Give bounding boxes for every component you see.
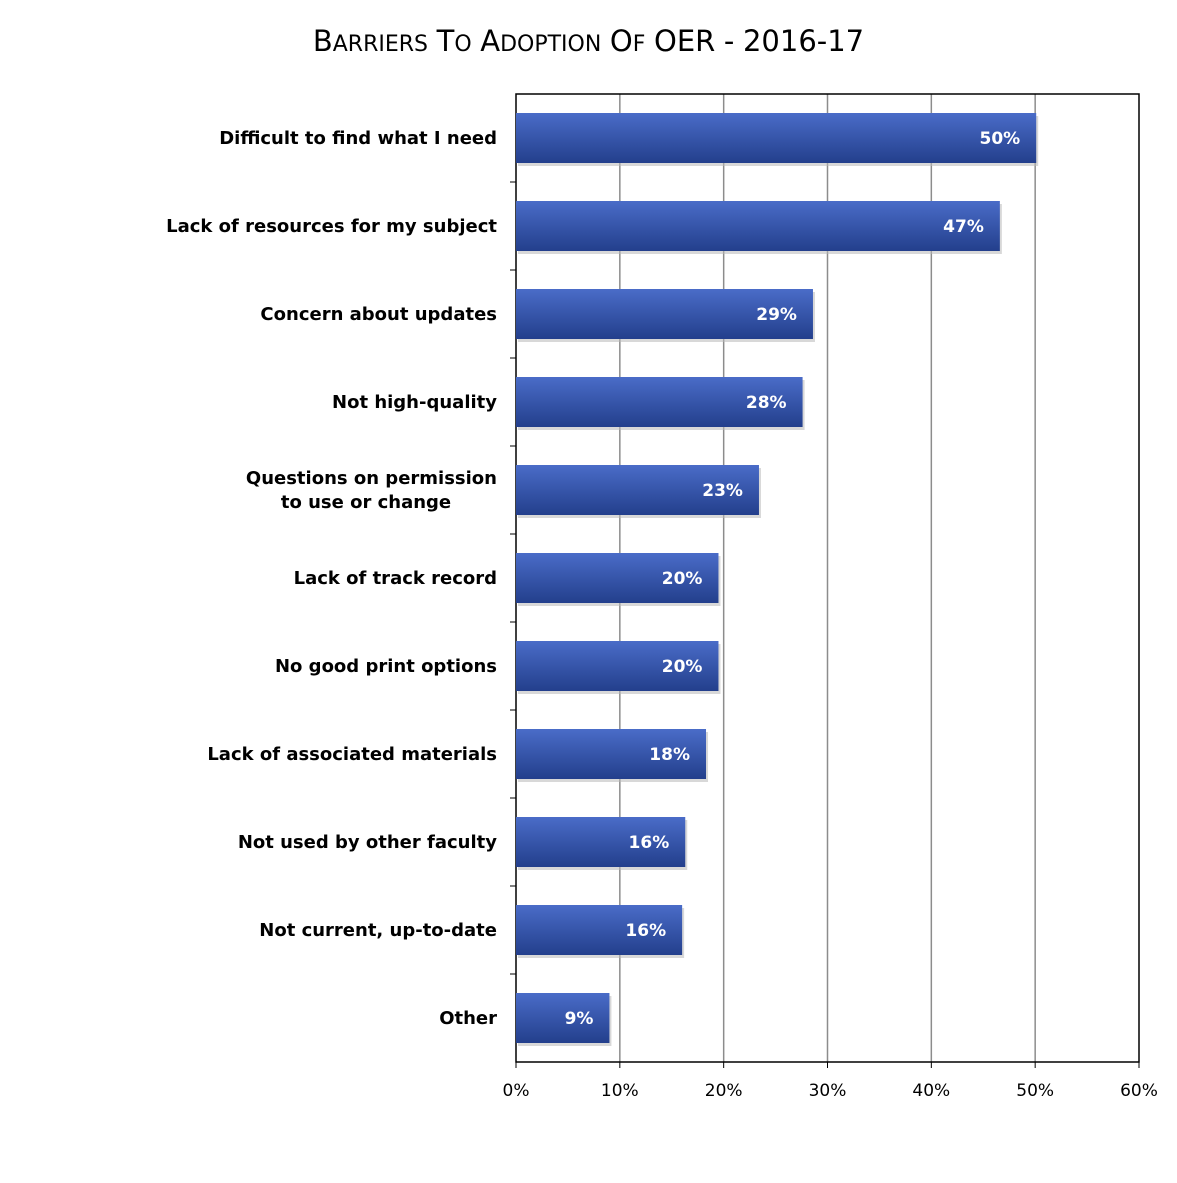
x-tick-label: 10%: [601, 1081, 639, 1101]
category-label: Difficult to find what I need: [219, 128, 497, 149]
bar: [516, 905, 683, 955]
data-label: 28%: [746, 393, 787, 413]
bar: [516, 201, 1000, 251]
data-label: 16%: [625, 921, 666, 941]
x-tick-label: 30%: [809, 1081, 847, 1101]
category-label: to use or change: [281, 492, 451, 513]
data-label: 50%: [980, 129, 1021, 149]
data-label: 29%: [756, 305, 797, 325]
category-label: Lack of associated materials: [207, 744, 497, 765]
data-label: 20%: [662, 569, 703, 589]
data-label: 23%: [702, 481, 743, 501]
category-label: Other: [439, 1008, 497, 1029]
bar: [516, 465, 759, 515]
data-label: 9%: [565, 1009, 594, 1029]
category-label: Lack of resources for my subject: [166, 216, 497, 237]
data-label: 16%: [629, 833, 670, 853]
bar: [516, 553, 719, 603]
category-label: Not high-quality: [332, 392, 497, 413]
category-label: Questions on permission: [246, 468, 497, 489]
x-tick-label: 20%: [705, 1081, 743, 1101]
chart-title: BARRIERS TO ADOPTION OF OER - 2016-17: [312, 24, 865, 58]
bar: [516, 289, 813, 339]
category-label: Concern about updates: [260, 304, 497, 325]
x-tick-label: 50%: [1016, 1081, 1054, 1101]
category-label: Not used by other faculty: [238, 832, 497, 853]
category-label: Lack of track record: [294, 568, 497, 589]
x-tick-label: 0%: [503, 1081, 530, 1101]
bar: [516, 729, 707, 779]
data-label: 20%: [662, 657, 703, 677]
x-tick-label: 60%: [1120, 1081, 1158, 1101]
bar: [516, 113, 1037, 163]
bar: [516, 641, 719, 691]
bar: [516, 817, 686, 867]
x-tick-label: 40%: [912, 1081, 950, 1101]
category-label: No good print options: [275, 656, 497, 677]
bar: [516, 377, 803, 427]
data-label: 18%: [649, 745, 690, 765]
category-label: Not current, up-to-date: [259, 920, 497, 941]
data-label: 47%: [943, 217, 984, 237]
bar: [516, 993, 610, 1043]
